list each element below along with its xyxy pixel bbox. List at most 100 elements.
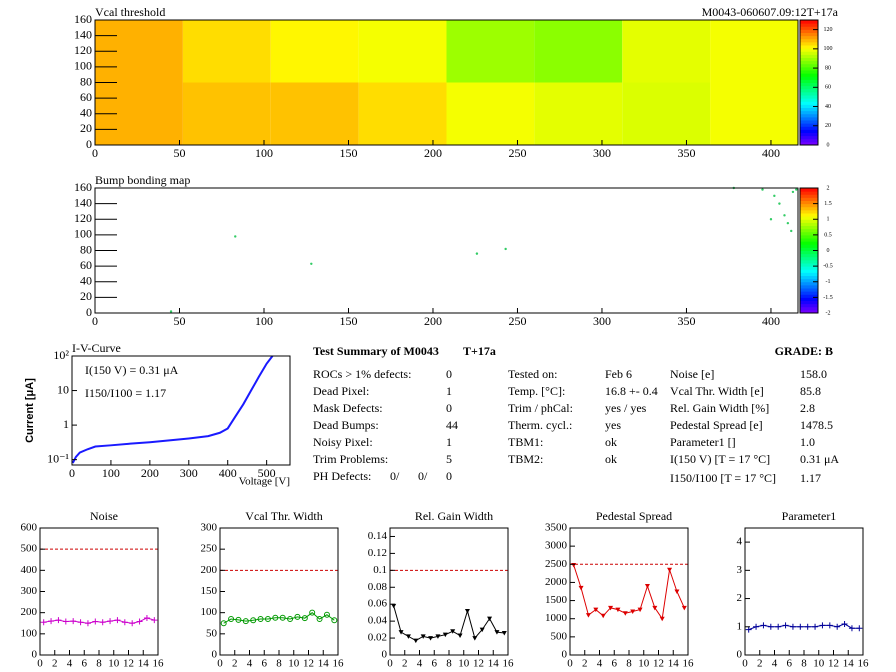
x-tick-label: 250 bbox=[508, 146, 526, 160]
summary-value: 85.8 bbox=[800, 384, 821, 398]
x-tick-label: 500 bbox=[258, 466, 276, 480]
marker bbox=[294, 613, 301, 620]
marker bbox=[652, 605, 658, 611]
x-tick-label: 200 bbox=[424, 146, 442, 160]
heatmap-cell bbox=[446, 82, 535, 145]
summary-value: 16.8 +- 0.4 bbox=[605, 384, 658, 398]
marker bbox=[287, 616, 294, 623]
bump-point bbox=[790, 229, 793, 233]
x-tick-label: 400 bbox=[762, 146, 780, 160]
bump-point bbox=[791, 190, 795, 194]
marker bbox=[501, 630, 507, 636]
y-tick-label: 3000 bbox=[545, 540, 568, 552]
marker bbox=[264, 616, 271, 623]
summary-value: ok bbox=[605, 452, 617, 466]
marker bbox=[77, 619, 84, 626]
marker bbox=[257, 616, 264, 623]
colorbar-segment bbox=[800, 244, 818, 248]
y-tick-label: 140 bbox=[74, 195, 92, 209]
annotation: I(150 V) = 0.31 μA bbox=[85, 363, 179, 377]
marker bbox=[70, 618, 77, 625]
marker bbox=[782, 622, 789, 629]
marker bbox=[151, 617, 158, 624]
marker bbox=[615, 607, 621, 613]
bump-point bbox=[773, 194, 776, 198]
colorbar-segment bbox=[800, 70, 818, 74]
marker bbox=[84, 620, 91, 627]
x-tick-label: 6 bbox=[262, 658, 268, 670]
marker bbox=[435, 634, 441, 639]
y-tick-label: 0.14 bbox=[368, 530, 388, 542]
colorbar-segment bbox=[800, 141, 818, 146]
colorbar-segment bbox=[800, 197, 818, 201]
colorbar-segment bbox=[800, 110, 818, 115]
y-tick-label: 250 bbox=[201, 543, 218, 555]
x-tick-label: 2 bbox=[402, 658, 408, 670]
y-tick-label: 1 bbox=[737, 620, 743, 632]
summary-tag: T+17a bbox=[463, 344, 496, 358]
y-tick-label: 300 bbox=[201, 522, 218, 534]
marker bbox=[464, 608, 470, 614]
y-tick-label: 0.08 bbox=[368, 581, 388, 593]
x-tick-label: 250 bbox=[508, 314, 526, 328]
x-tick-label: 8 bbox=[96, 658, 102, 670]
summary-value: 5 bbox=[446, 452, 452, 466]
x-tick-label: 300 bbox=[180, 466, 198, 480]
marker bbox=[457, 633, 463, 639]
colorbar-segment bbox=[800, 206, 818, 211]
colorbar-segment bbox=[800, 275, 818, 280]
y-tick-label: 80 bbox=[80, 242, 92, 256]
x-tick-label: 0 bbox=[92, 146, 98, 160]
colorbar-segment bbox=[800, 263, 818, 267]
x-tick-label: 14 bbox=[668, 658, 680, 670]
y-tick-label: 0.04 bbox=[368, 615, 388, 627]
bump-point bbox=[761, 188, 764, 191]
x-tick-label: 12 bbox=[303, 658, 314, 670]
y-tick-label: 0 bbox=[562, 649, 568, 661]
summary-value: 0.31 μA bbox=[800, 452, 839, 466]
colorbar-label: 60 bbox=[825, 85, 831, 91]
bump-point bbox=[504, 247, 507, 251]
y-tick-label: 160 bbox=[74, 180, 92, 194]
marker bbox=[804, 623, 811, 630]
x-tick-label: 0 bbox=[92, 314, 98, 328]
heatmap-cell bbox=[710, 82, 798, 145]
summary-title: Test Summary of M0043 bbox=[313, 344, 439, 358]
marker bbox=[107, 618, 114, 625]
colorbar-segment bbox=[800, 91, 818, 96]
summary-label: Noisy Pixel: bbox=[313, 435, 373, 449]
data-line bbox=[748, 623, 860, 631]
colorbar-segment bbox=[800, 294, 818, 298]
colorbar-segment bbox=[800, 57, 818, 62]
marker bbox=[129, 620, 136, 627]
heatmap-cell bbox=[358, 20, 447, 83]
marker bbox=[391, 603, 397, 609]
heatmap-cell bbox=[182, 20, 271, 83]
colorbar-segment bbox=[800, 54, 818, 58]
summary-value: 0 bbox=[446, 401, 452, 415]
colorbar-segment bbox=[800, 29, 818, 33]
y-tick-label: 0 bbox=[382, 649, 388, 661]
y-tick-label: 0 bbox=[86, 137, 92, 151]
y-tick-label: 120 bbox=[74, 43, 92, 57]
heatmap-cell bbox=[534, 82, 623, 145]
colorbar-segment bbox=[800, 291, 818, 295]
x-tick-label: 6 bbox=[432, 658, 438, 670]
colorbar-segment bbox=[800, 216, 818, 220]
plot-frame bbox=[71, 355, 291, 466]
y-tick-label: 400 bbox=[21, 564, 38, 576]
bump-point bbox=[783, 214, 786, 217]
marker bbox=[775, 623, 782, 630]
heatmap-cell bbox=[446, 20, 535, 83]
marker bbox=[585, 613, 591, 618]
colorbar-segment bbox=[800, 191, 818, 195]
colorbar-segment bbox=[800, 85, 818, 90]
y-tick-label: 150 bbox=[201, 585, 218, 597]
marker bbox=[494, 630, 500, 635]
x-tick-label: 0 bbox=[217, 658, 223, 670]
marker bbox=[812, 623, 819, 630]
y-tick-label: 10 bbox=[57, 382, 69, 396]
colorbar-segment bbox=[800, 60, 818, 65]
summary-value: 1.0 bbox=[800, 435, 815, 449]
